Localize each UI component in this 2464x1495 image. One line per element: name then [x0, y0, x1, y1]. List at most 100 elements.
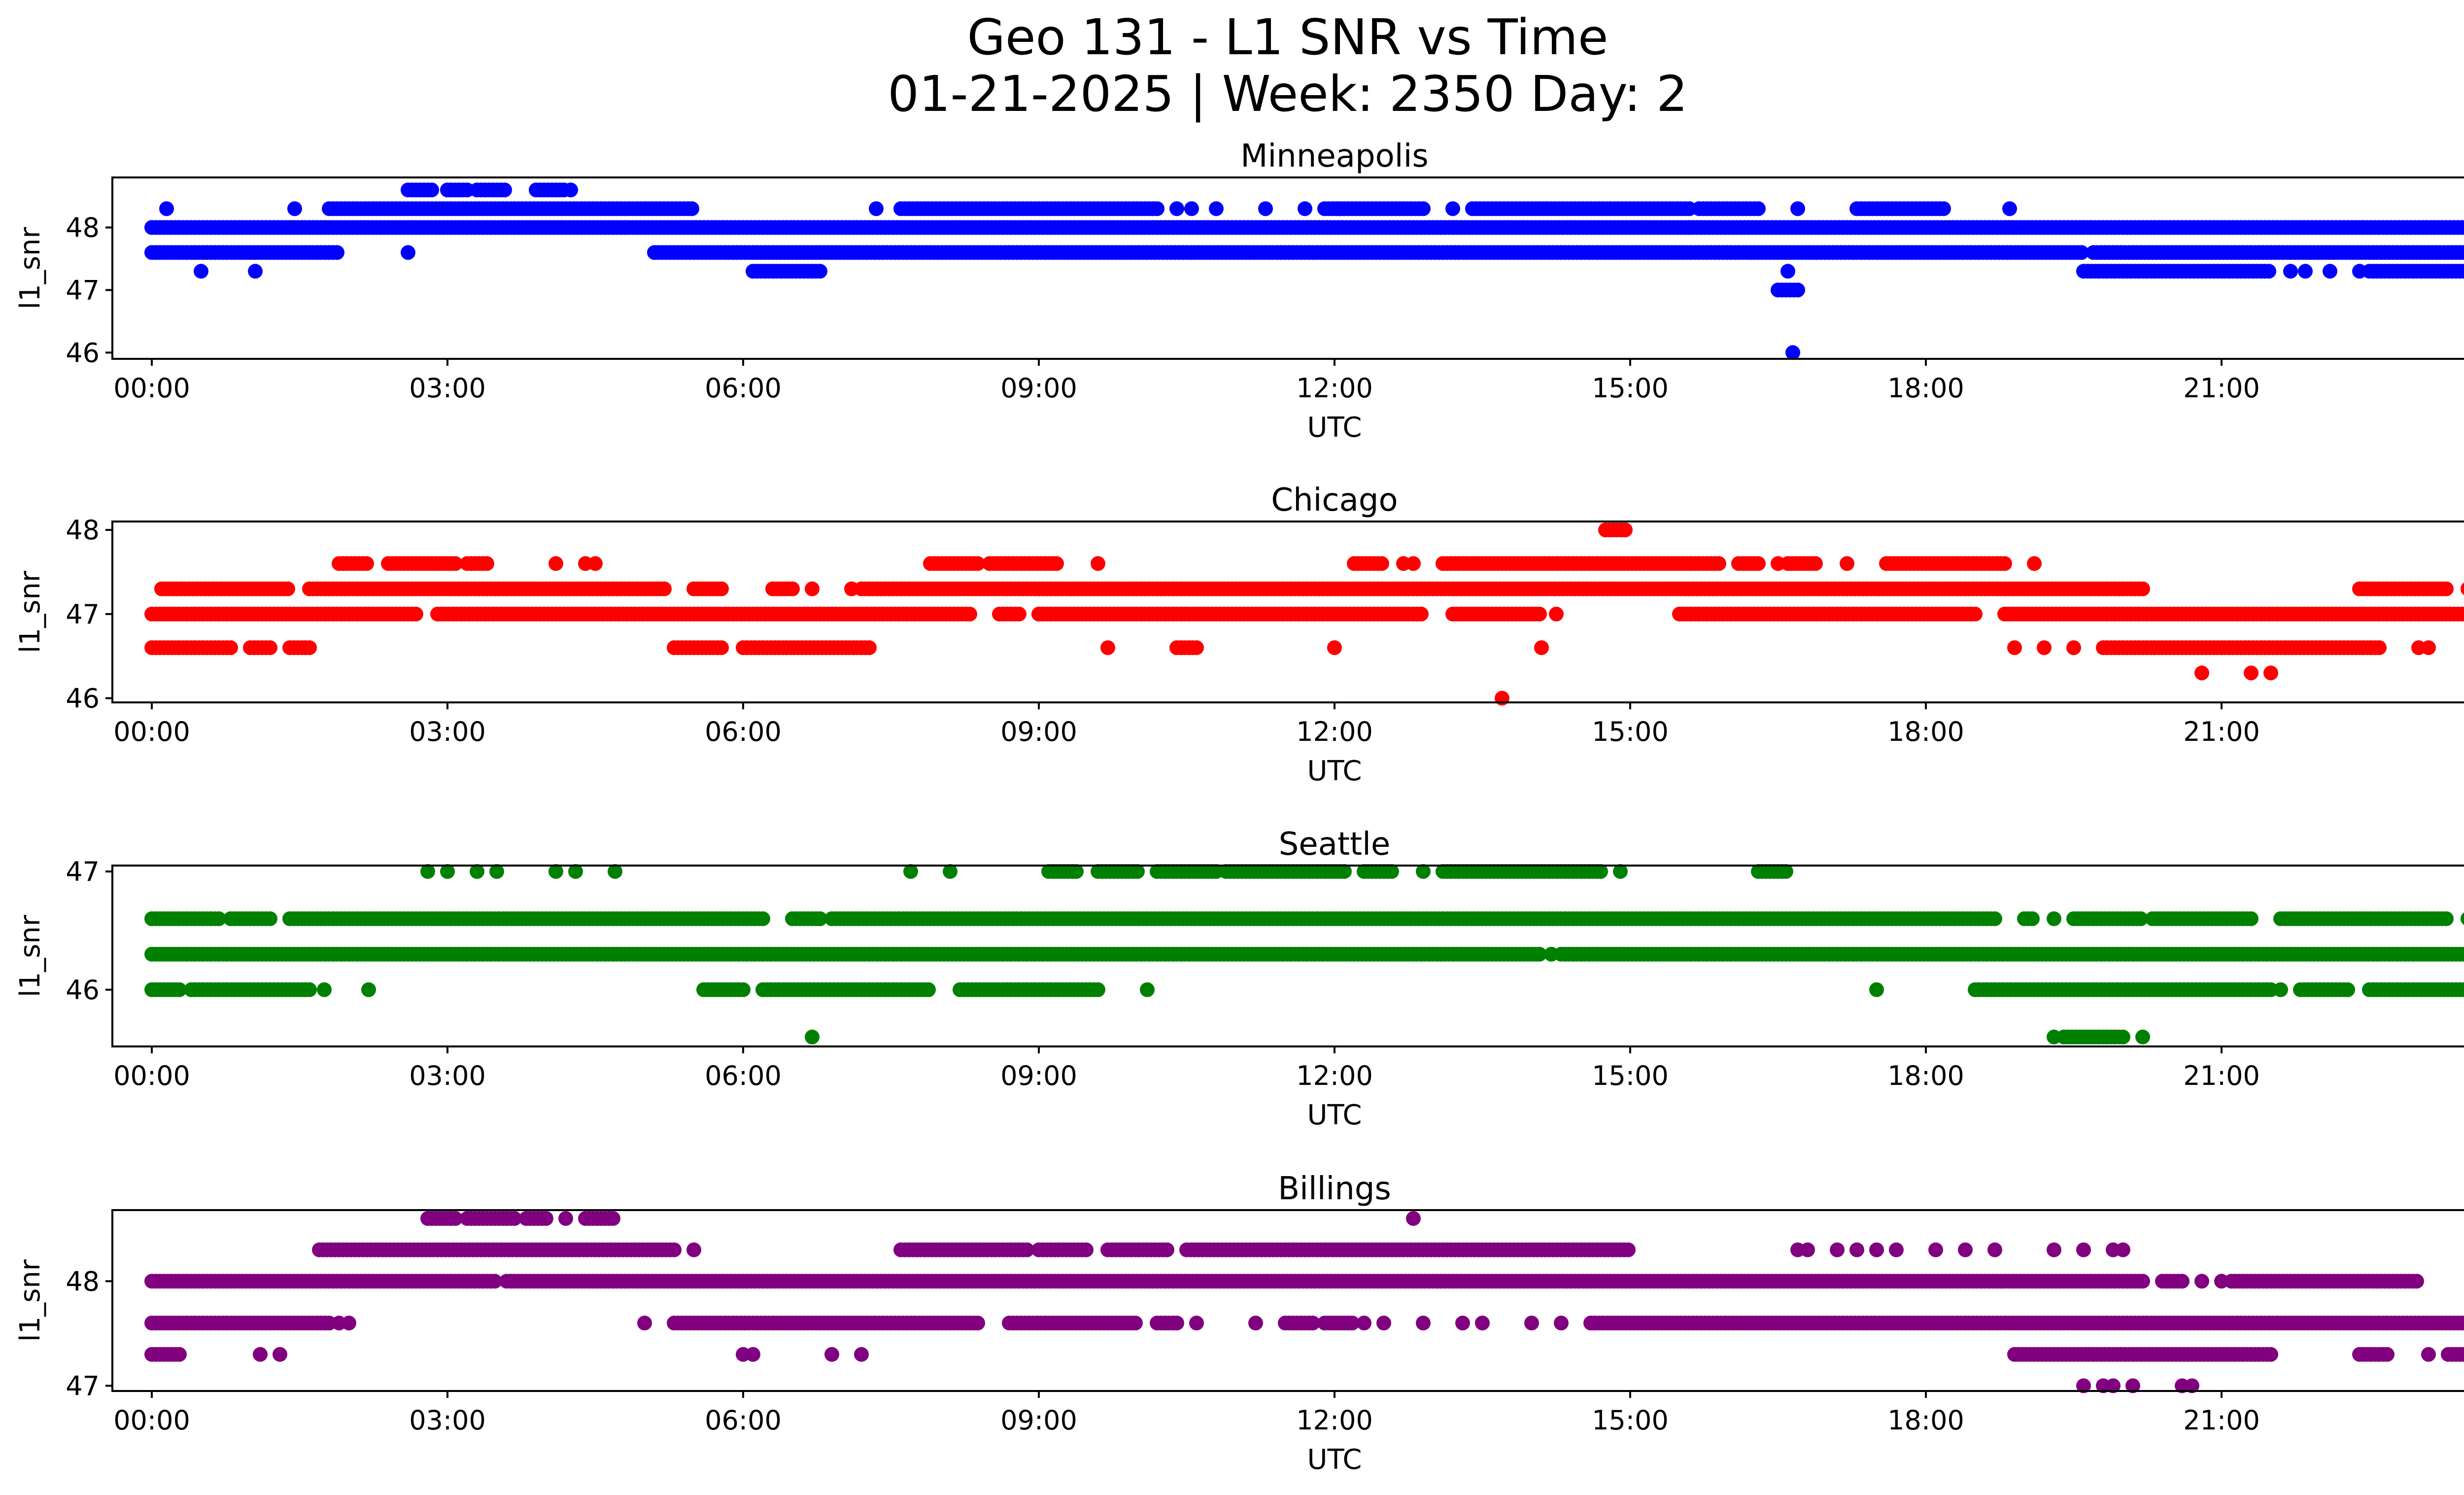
x-tick-label: 00:00 [113, 716, 190, 747]
data-point [2461, 246, 2464, 259]
panel-title: Seattle [1279, 826, 1391, 863]
data-point [2002, 201, 2017, 216]
data-point [813, 264, 827, 279]
data-point [1997, 556, 2012, 571]
x-tick-label: 09:00 [1000, 373, 1077, 404]
x-axis-label: UTC [1307, 1099, 1362, 1131]
data-point [657, 581, 672, 596]
data-point [194, 264, 208, 279]
data-point [248, 264, 263, 279]
data-point [1150, 201, 1164, 216]
data-point [588, 556, 603, 571]
x-tick-label: 15:00 [1592, 1060, 1669, 1091]
data-point [2461, 582, 2464, 595]
data-point [755, 911, 770, 926]
x-tick-label: 21:00 [2183, 1060, 2260, 1091]
x-tick-label: 15:00 [1592, 716, 1669, 747]
data-point [1184, 201, 1199, 216]
figure-title-line2: 01-21-2025 | Week: 2350 Day: 2 [888, 65, 1687, 123]
data-point [1780, 264, 1795, 279]
x-tick-label: 18:00 [1887, 1060, 1964, 1091]
data-point [2273, 982, 2288, 997]
data-point [302, 982, 317, 997]
data-point [1189, 640, 1204, 655]
data-points [144, 864, 2464, 1044]
data-point [805, 581, 820, 596]
data-point [2463, 223, 2464, 232]
x-tick-label: 09:00 [1000, 716, 1077, 747]
data-point [424, 182, 439, 198]
data-point [2263, 665, 2278, 681]
y-tick-label: 47 [66, 599, 100, 630]
panel-title: Billings [1278, 1171, 1391, 1207]
y-axis-label: l1_snr [14, 227, 46, 310]
data-point [361, 982, 376, 997]
data-point [263, 640, 277, 655]
data-point [1445, 201, 1460, 216]
data-point [962, 606, 977, 622]
x-axis-label: UTC [1307, 412, 1362, 444]
data-point [1298, 201, 1312, 216]
data-point [2244, 665, 2259, 681]
x-tick-label: 12:00 [1296, 373, 1373, 404]
data-point [2025, 911, 2040, 926]
data-point [1140, 982, 1155, 997]
data-point [2340, 982, 2355, 997]
data-point [2037, 640, 2052, 655]
data-point [2116, 1029, 2130, 1044]
data-point [1327, 640, 1342, 655]
data-point [1808, 556, 1823, 571]
x-tick-label: 18:00 [1887, 373, 1964, 404]
data-point [159, 201, 174, 216]
data-point [1618, 522, 1633, 538]
data-point [2372, 640, 2387, 655]
data-point [330, 245, 344, 260]
x-tick-label: 00:00 [113, 373, 190, 404]
data-point [2459, 607, 2464, 622]
data-points [144, 522, 2464, 706]
y-axis-label: l1_snr [14, 570, 46, 653]
data-points [144, 182, 2464, 360]
data-point [714, 640, 729, 655]
data-point [359, 556, 374, 571]
data-point [563, 182, 578, 198]
data-point [1544, 946, 1559, 962]
data-point [1414, 606, 1429, 622]
data-point [684, 201, 699, 216]
data-point [1869, 982, 1884, 997]
y-tick-label: 47 [66, 856, 100, 887]
data-point [736, 982, 751, 997]
x-tick-label: 03:00 [409, 1060, 486, 1091]
data-point [785, 581, 800, 596]
data-point [302, 640, 317, 655]
y-tick-label: 47 [66, 275, 100, 306]
y-tick-label: 48 [66, 515, 100, 546]
data-point [1049, 556, 1064, 571]
data-point [1374, 556, 1389, 571]
data-point [497, 182, 512, 198]
data-point [714, 581, 729, 596]
x-tick-label: 03:00 [409, 373, 486, 404]
data-point [1751, 556, 1766, 571]
data-point [2047, 911, 2061, 926]
data-point [2074, 245, 2089, 260]
x-tick-label: 00:00 [113, 1060, 190, 1091]
data-point [2027, 556, 2042, 571]
y-tick-label: 46 [66, 974, 100, 1006]
x-tick-label: 18:00 [1887, 716, 1964, 747]
data-point [1416, 201, 1431, 216]
figure-title-line1: Geo 131 - L1 SNR vs Time [967, 8, 1608, 66]
data-point [1012, 606, 1027, 622]
data-point [1209, 201, 1224, 216]
data-point [1091, 556, 1105, 571]
data-point [287, 201, 302, 216]
x-tick-label: 21:00 [2183, 373, 2260, 404]
x-tick-label: 09:00 [1000, 1060, 1077, 1091]
y-tick-label: 46 [66, 683, 100, 714]
data-point [2421, 640, 2436, 655]
data-point [2283, 264, 2298, 279]
data-point [2261, 264, 2276, 279]
data-point [2244, 911, 2259, 926]
